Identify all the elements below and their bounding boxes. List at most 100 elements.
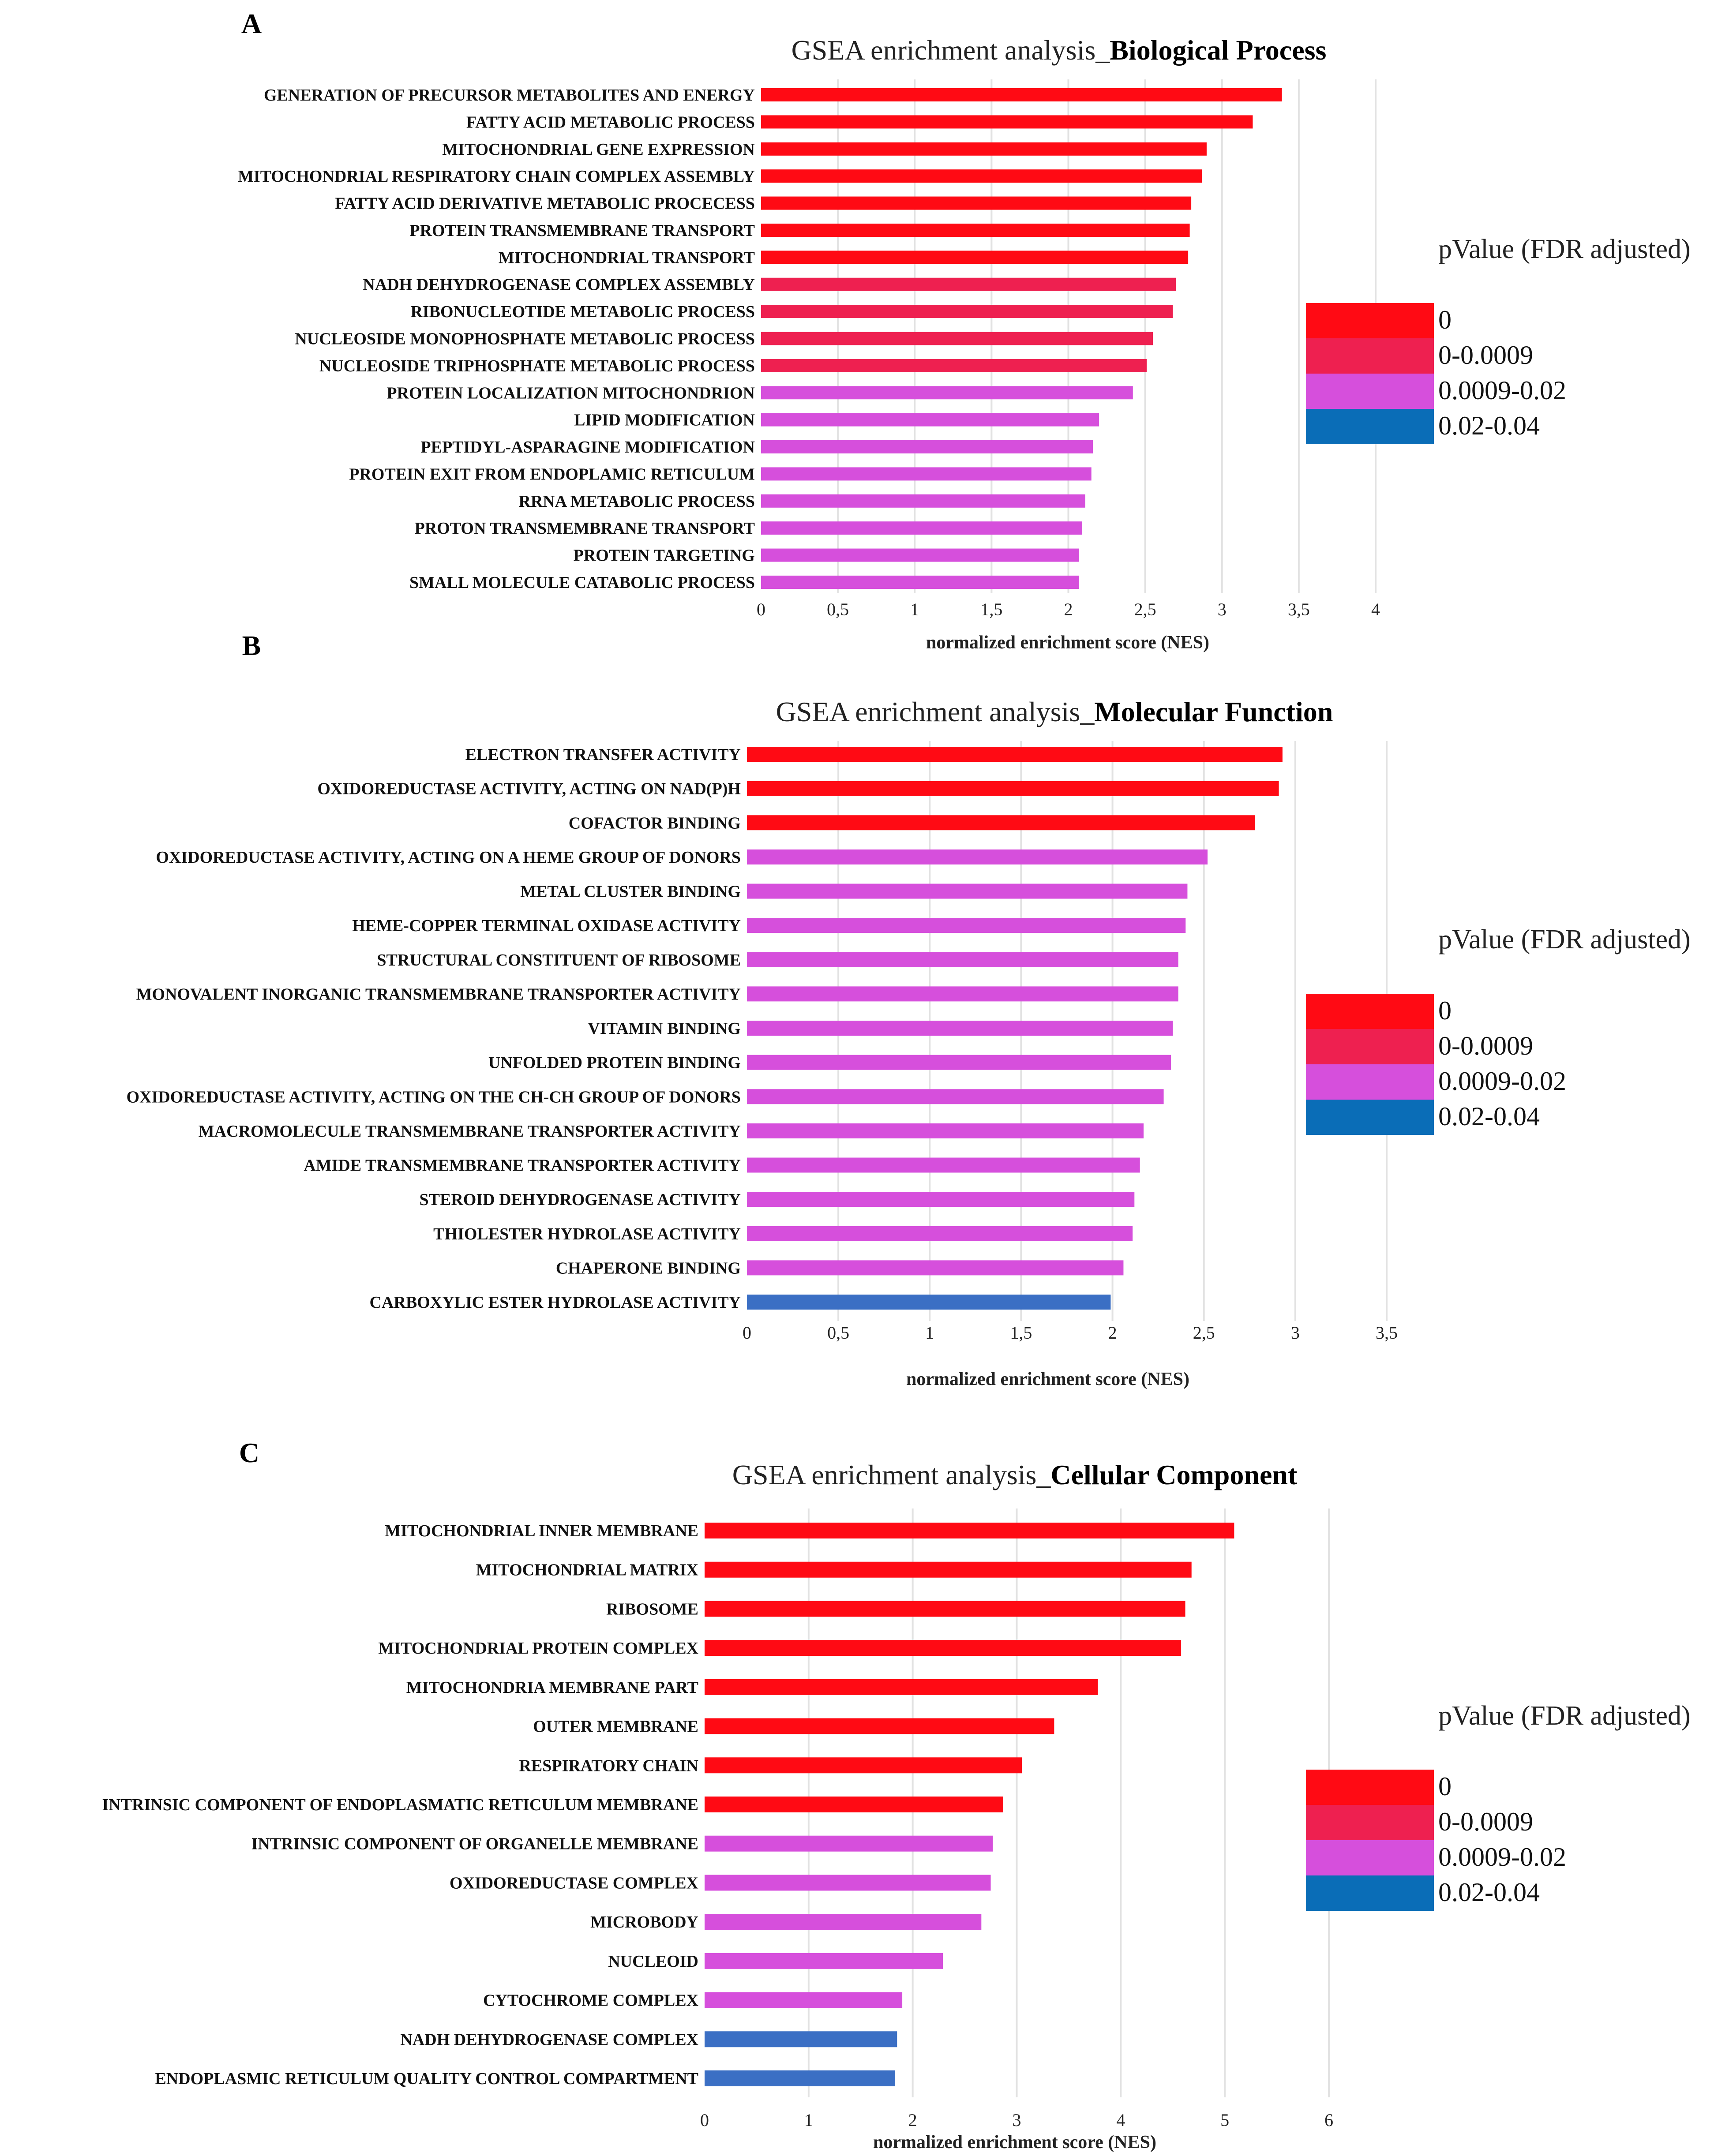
legend-label: 0 (1438, 996, 1452, 1025)
bar[interactable] (761, 277, 1176, 291)
x-axis-title: normalized enrichment score (NES) (926, 633, 1209, 653)
tick-label: 4 (1371, 599, 1380, 619)
bar[interactable] (761, 467, 1092, 481)
category-label: OXIDOREDUCTASE ACTIVITY, ACTING ON A HEM… (156, 848, 741, 867)
bar[interactable] (747, 1157, 1140, 1173)
category-label: NUCLEOID (608, 1952, 698, 1971)
bar[interactable] (747, 883, 1188, 899)
bar[interactable] (747, 1192, 1135, 1207)
bar[interactable] (747, 1295, 1111, 1310)
category-label: OXIDOREDUCTASE COMPLEX (450, 1874, 698, 1892)
chart-title-prefix: GSEA enrichment analysis_ (732, 1459, 1051, 1490)
bar[interactable] (761, 88, 1282, 101)
category-label: STEROID DEHYDROGENASE ACTIVITY (420, 1190, 741, 1209)
legend-swatch (1306, 374, 1434, 409)
bar[interactable] (761, 548, 1079, 562)
category-label: LIPID MODIFICATION (574, 411, 755, 430)
legend-swatch (1306, 1805, 1434, 1840)
bar[interactable] (761, 386, 1133, 400)
bar[interactable] (747, 1123, 1144, 1138)
legend-swatch (1306, 1770, 1434, 1805)
tick-label: 6 (1324, 2110, 1333, 2130)
chart-title-bold: Cellular Component (1050, 1459, 1298, 1490)
legend-swatch (1306, 994, 1434, 1029)
category-label: GENERATION OF PRECURSOR METABOLITES AND … (264, 86, 755, 105)
bar[interactable] (747, 1021, 1173, 1036)
bar[interactable] (747, 1260, 1124, 1276)
legend-title: pValue (FDR adjusted) (1438, 1701, 1691, 1731)
chart-title-prefix: GSEA enrichment analysis_ (776, 696, 1095, 727)
bar[interactable] (761, 413, 1099, 427)
bar[interactable] (705, 1561, 1192, 1578)
chart-panel-b: B GSEA enrichment analysis_Molecular Func… (127, 630, 1691, 1389)
x-axis-title: normalized enrichment score (NES) (906, 1369, 1189, 1389)
bar[interactable] (747, 952, 1178, 967)
legend-label: 0.0009-0.02 (1438, 1067, 1566, 1096)
category-label: OUTER MEMBRANE (533, 1718, 698, 1736)
bar[interactable] (761, 332, 1153, 345)
tick-label: 2 (908, 2110, 917, 2130)
category-label: NUCLEOSIDE MONOPHOSPHATE METABOLIC PROCE… (295, 330, 755, 348)
bar[interactable] (705, 1757, 1022, 1774)
bar[interactable] (705, 1523, 1234, 1538)
legend-label: 0.02-0.04 (1438, 411, 1540, 440)
bar[interactable] (761, 521, 1082, 535)
bar[interactable] (761, 169, 1202, 183)
category-label: AMIDE TRANSMEMBRANE TRANSPORTER ACTIVITY (304, 1157, 741, 1175)
panel-letter: B (242, 630, 261, 661)
bar[interactable] (761, 305, 1173, 318)
legend: pValue (FDR adjusted) 0 0-0.0009 0.0009-0.0… (1306, 234, 1691, 444)
bar[interactable] (705, 1640, 1182, 1656)
legend-swatch (1306, 1875, 1434, 1911)
bar[interactable] (705, 1601, 1185, 1617)
bar[interactable] (761, 359, 1147, 372)
bar[interactable] (747, 781, 1279, 796)
bar[interactable] (747, 1089, 1164, 1104)
category-label: PROTON TRANSMEMBRANE TRANSPORT (415, 519, 755, 538)
category-label: PROTEIN TARGETING (574, 546, 755, 565)
category-label: CHAPERONE BINDING (556, 1259, 741, 1277)
tick-label: 2 (1108, 1323, 1117, 1343)
bar[interactable] (747, 1055, 1171, 1070)
bar[interactable] (705, 1914, 982, 1930)
category-label: MITOCHONDRIAL PROTEIN COMPLEX (378, 1639, 698, 1658)
category-label: COFACTOR BINDING (569, 814, 741, 832)
bar[interactable] (705, 1953, 943, 1969)
bar[interactable] (705, 2031, 897, 2047)
chart-title: GSEA enrichment analysis_Molecular Funct… (776, 696, 1333, 727)
bar[interactable] (705, 1797, 1003, 1812)
bar[interactable] (761, 223, 1190, 237)
bar[interactable] (761, 142, 1207, 156)
chart-title-bold: Molecular Function (1094, 696, 1333, 727)
bar[interactable] (761, 196, 1192, 210)
legend-swatch (1306, 303, 1434, 338)
bar[interactable] (761, 576, 1079, 589)
bar[interactable] (747, 747, 1283, 762)
tick-label: 3 (1013, 2110, 1021, 2130)
bar[interactable] (747, 849, 1208, 865)
category-label: UNFOLDED PROTEIN BINDING (488, 1054, 741, 1072)
bar[interactable] (761, 494, 1085, 508)
bar[interactable] (761, 115, 1253, 129)
tick-label: 2,5 (1134, 599, 1156, 619)
category-label: NADH DEHYDROGENASE COMPLEX ASSEMBLY (363, 276, 755, 294)
bar[interactable] (705, 1679, 1098, 1695)
bar[interactable] (761, 440, 1093, 454)
category-label: CARBOXYLIC ESTER HYDROLASE ACTIVITY (370, 1293, 741, 1312)
category-label: RIBOSOME (606, 1600, 698, 1618)
bar[interactable] (747, 1226, 1133, 1241)
bar[interactable] (705, 1835, 993, 1852)
category-label: MICROBODY (590, 1913, 698, 1931)
bar[interactable] (747, 986, 1178, 1002)
bar[interactable] (705, 1992, 903, 2008)
bar[interactable] (747, 815, 1255, 831)
category-label: HEME-COPPER TERMINAL OXIDASE ACTIVITY (352, 917, 741, 935)
chart-title: GSEA enrichment analysis_Biological Proc… (791, 34, 1327, 66)
category-label: THIOLESTER HYDROLASE ACTIVITY (433, 1225, 741, 1243)
bar[interactable] (705, 1875, 991, 1891)
category-label: MITOCHONDRIA MEMBRANE PART (406, 1678, 698, 1697)
bar[interactable] (747, 918, 1186, 933)
bar[interactable] (705, 2070, 895, 2086)
bar[interactable] (761, 251, 1189, 264)
bar[interactable] (705, 1718, 1054, 1734)
